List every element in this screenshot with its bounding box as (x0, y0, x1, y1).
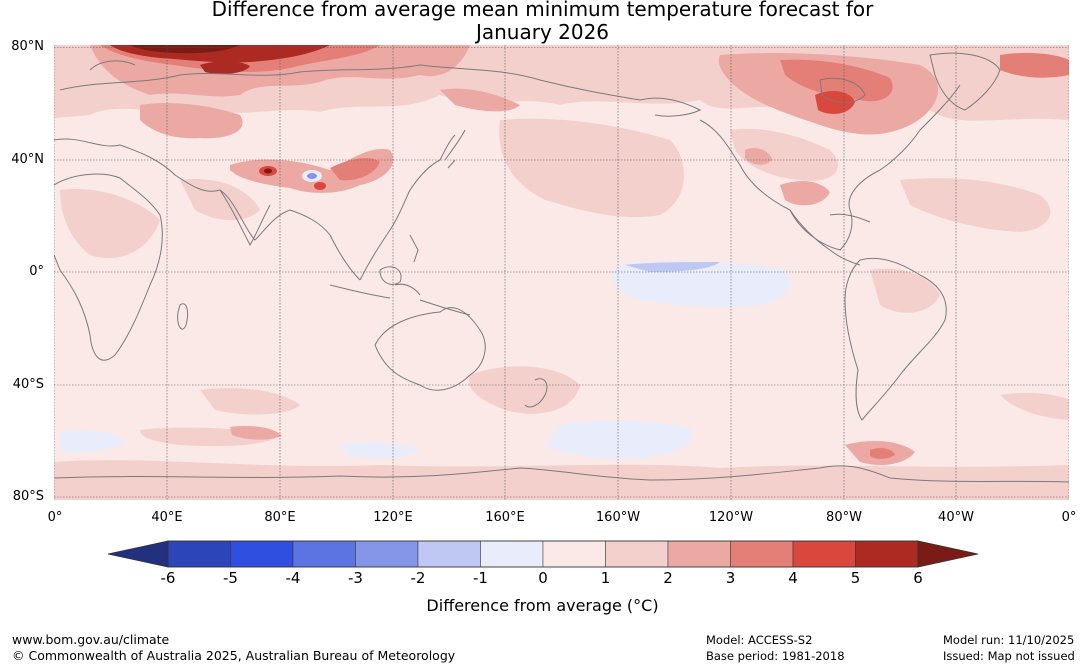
lon-label-160e: 160°E (485, 510, 525, 525)
footer-issued: Issued: Map not issued (943, 649, 1075, 663)
colorbar-segment (480, 540, 544, 568)
lat-label-40n: 40°N (11, 152, 44, 167)
colorbar-segment (605, 540, 669, 568)
colorbar-tick-label: 0 (538, 569, 548, 587)
colorbar-tick-label: 5 (850, 569, 861, 587)
coastlines (54, 52, 1069, 483)
map-title-line-1: Difference from average mean minimum tem… (211, 0, 874, 21)
colorbar-segment (855, 540, 919, 568)
lon-label-0-right: 0° (1061, 510, 1077, 525)
footer-model: Model: ACCESS-S2 (706, 633, 813, 647)
lat-label-80n: 80°N (11, 39, 44, 54)
colorbar-tick-label: -5 (223, 569, 238, 587)
colorbar-segment (292, 540, 356, 568)
colorbar-segment (667, 540, 731, 568)
lat-label-40s: 40°S (12, 377, 44, 392)
lon-label-120e: 120°E (373, 510, 413, 525)
lon-label-0-left: 0° (47, 510, 63, 525)
map-title-line-2: January 2026 (475, 20, 610, 44)
colorbar-extend-low (107, 540, 169, 568)
footer-copyright: © Commonwealth of Australia 2025, Austra… (12, 648, 456, 663)
colorbar-tick-label: 3 (725, 569, 736, 587)
graticule (54, 45, 1069, 500)
colorbar-tick-label: -4 (285, 569, 301, 587)
colorbar-tick-label: -1 (473, 569, 488, 587)
colorbar-segment (542, 540, 606, 568)
colorbar-tick-label: 4 (788, 569, 798, 587)
lat-label-equator: 0° (29, 264, 44, 279)
colorbar-segments (107, 540, 979, 568)
colorbar-tick-label: 1 (600, 569, 611, 587)
colorbar-segment (167, 540, 231, 568)
colorbar-tick-label: -2 (410, 569, 426, 587)
colorbar-tick-label: 6 (913, 569, 923, 587)
lon-label-40e: 40°E (151, 510, 183, 525)
lon-label-160w: 160°W (595, 510, 641, 525)
lon-label-80e: 80°E (264, 510, 296, 525)
colorbar-segment (230, 540, 294, 568)
colorbar-label: Difference from average (°C) (426, 596, 659, 615)
colorbar-extend-high (917, 540, 979, 568)
colorbar-tick-label: 2 (663, 569, 673, 587)
footer-model-run: Model run: 11/10/2025 (943, 633, 1075, 647)
lon-label-120w: 120°W (708, 510, 754, 525)
colorbar-segment (355, 540, 419, 568)
colorbar-tick-label: -3 (348, 569, 363, 587)
footer-base-period: Base period: 1981-2018 (706, 649, 845, 663)
colorbar-frame (167, 540, 919, 568)
colorbar-tick-label: -6 (160, 569, 176, 587)
lon-label-80w: 80°W (826, 510, 862, 525)
lon-label-40w: 40°W (938, 510, 974, 525)
colorbar-segment (417, 540, 481, 568)
footer-website[interactable]: www.bom.gov.au/climate (12, 632, 170, 647)
lat-label-80s: 80°S (12, 489, 44, 504)
colorbar-segment (730, 540, 794, 568)
colorbar-segment (792, 540, 856, 568)
